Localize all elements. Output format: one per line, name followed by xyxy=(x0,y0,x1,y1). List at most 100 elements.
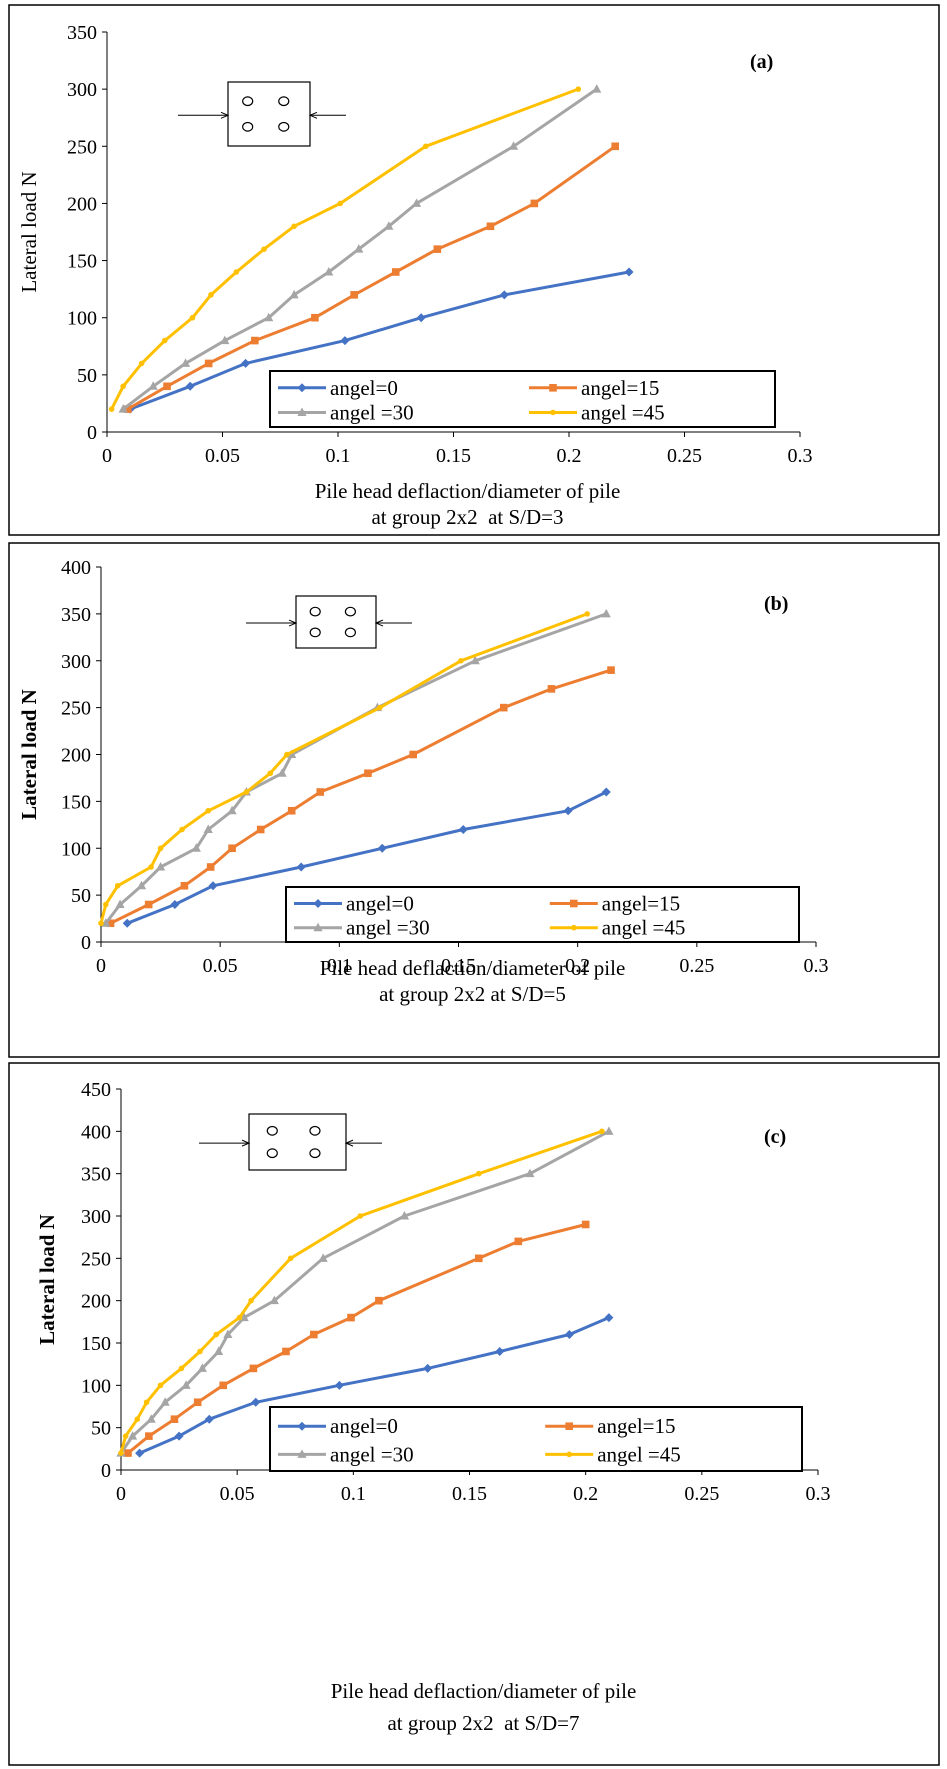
y-tick-label: 50 xyxy=(77,365,97,387)
y-tick-label: 300 xyxy=(61,651,91,673)
pile-icon xyxy=(242,121,254,132)
legend-label: angel=15 xyxy=(602,892,680,916)
x-tick-label: 0 xyxy=(116,1483,126,1505)
x-tick-label: 0.25 xyxy=(667,445,702,467)
arrowhead-icon xyxy=(374,619,384,627)
x-axis-label-subtitle: at group 2x2 at S/D=5 xyxy=(379,982,566,1006)
y-tick-label: 150 xyxy=(67,251,97,273)
y-axis-label: Lateral load N xyxy=(35,1214,59,1345)
data-point xyxy=(102,901,109,908)
legend-label: angel=15 xyxy=(597,1414,675,1438)
pile-icon xyxy=(344,627,356,638)
series-angel-0 xyxy=(135,1313,614,1458)
legend: angel=0 angel=15 angel =30 angel =45 xyxy=(269,1406,803,1472)
x-tick-label: 0.2 xyxy=(557,445,582,467)
data-point xyxy=(155,862,166,871)
legend-item: angel =30 xyxy=(294,916,430,940)
legend: angel=0 angel=15 angel =30 angel =45 xyxy=(285,886,800,943)
data-point xyxy=(180,358,191,367)
legend-marker xyxy=(549,384,557,392)
y-tick-label: 400 xyxy=(61,557,91,579)
panel-frame xyxy=(8,542,940,1058)
data-point xyxy=(122,1433,129,1439)
series-line xyxy=(110,87,579,410)
data-point xyxy=(377,843,387,853)
y-tick-label: 0 xyxy=(87,422,97,444)
data-point xyxy=(193,1398,202,1407)
data-point xyxy=(143,1399,150,1406)
y-tick-label: 100 xyxy=(81,1375,111,1397)
data-point xyxy=(180,881,189,890)
data-point xyxy=(357,1213,364,1219)
data-point xyxy=(599,1128,605,1135)
data-point xyxy=(340,336,350,346)
data-point xyxy=(458,825,468,834)
data-point xyxy=(197,1348,203,1355)
panel-label: (a) xyxy=(750,51,773,73)
arrowhead-icon xyxy=(288,619,298,627)
x-tick-label: 0.25 xyxy=(684,1483,719,1505)
panel-frame xyxy=(8,1062,940,1766)
data-point xyxy=(604,1126,614,1135)
data-point xyxy=(422,143,429,150)
x-tick-label: 0.2 xyxy=(573,1483,598,1505)
data-point xyxy=(525,1168,535,1178)
data-point xyxy=(170,900,180,909)
legend-item: angel=15 xyxy=(545,1414,676,1438)
data-point xyxy=(604,1313,614,1323)
data-point xyxy=(601,608,611,618)
data-point xyxy=(584,611,590,617)
data-point xyxy=(170,1415,179,1423)
data-point xyxy=(310,1330,318,1339)
data-point xyxy=(287,1255,294,1262)
data-point xyxy=(311,313,319,322)
series-line xyxy=(127,145,617,411)
data-point xyxy=(101,918,111,927)
data-point xyxy=(213,1346,224,1355)
pile-icon xyxy=(309,606,321,617)
legend-box xyxy=(269,1406,803,1472)
pile-group-icon xyxy=(178,81,346,147)
data-point xyxy=(251,336,259,345)
data-point xyxy=(123,405,132,413)
legend-item: angel=0 xyxy=(278,1414,398,1438)
legend-item: angel=0 xyxy=(278,376,398,400)
data-point xyxy=(261,246,267,252)
x-tick-label: 0.05 xyxy=(220,1483,255,1505)
data-point xyxy=(350,291,358,299)
pile-icon xyxy=(309,627,321,638)
data-point xyxy=(174,1431,184,1441)
y-axis-label: Lateral load N xyxy=(17,689,41,820)
data-point xyxy=(120,383,126,390)
legend-item: angel =45 xyxy=(545,1442,681,1466)
legend-marker xyxy=(566,1451,572,1458)
data-point xyxy=(337,200,344,207)
y-tick-label: 100 xyxy=(67,308,97,330)
x-axis-label: Pile head deflaction/diameter of pile xyxy=(320,956,626,980)
data-point xyxy=(213,1331,220,1338)
arrowhead-icon xyxy=(344,1139,354,1147)
data-point xyxy=(347,1313,355,1322)
legend-item: angel=0 xyxy=(294,892,414,916)
pile-icon xyxy=(344,606,356,617)
data-point xyxy=(178,1365,185,1372)
data-point xyxy=(181,1380,191,1389)
legend-label: angel =45 xyxy=(581,400,665,424)
data-point xyxy=(287,806,296,815)
data-point xyxy=(624,267,634,277)
data-point xyxy=(269,1295,279,1305)
legend-label: angel =30 xyxy=(346,916,430,940)
data-point xyxy=(136,880,147,890)
data-point xyxy=(204,359,213,368)
data-point xyxy=(122,918,132,928)
data-point xyxy=(391,268,400,276)
series-angel-15 xyxy=(123,142,619,413)
data-point xyxy=(128,1431,138,1440)
data-point xyxy=(575,86,582,92)
data-point xyxy=(208,881,218,891)
data-point xyxy=(206,863,215,871)
data-point xyxy=(148,864,154,870)
arrowhead-icon xyxy=(308,111,318,119)
y-tick-label: 350 xyxy=(61,604,91,626)
